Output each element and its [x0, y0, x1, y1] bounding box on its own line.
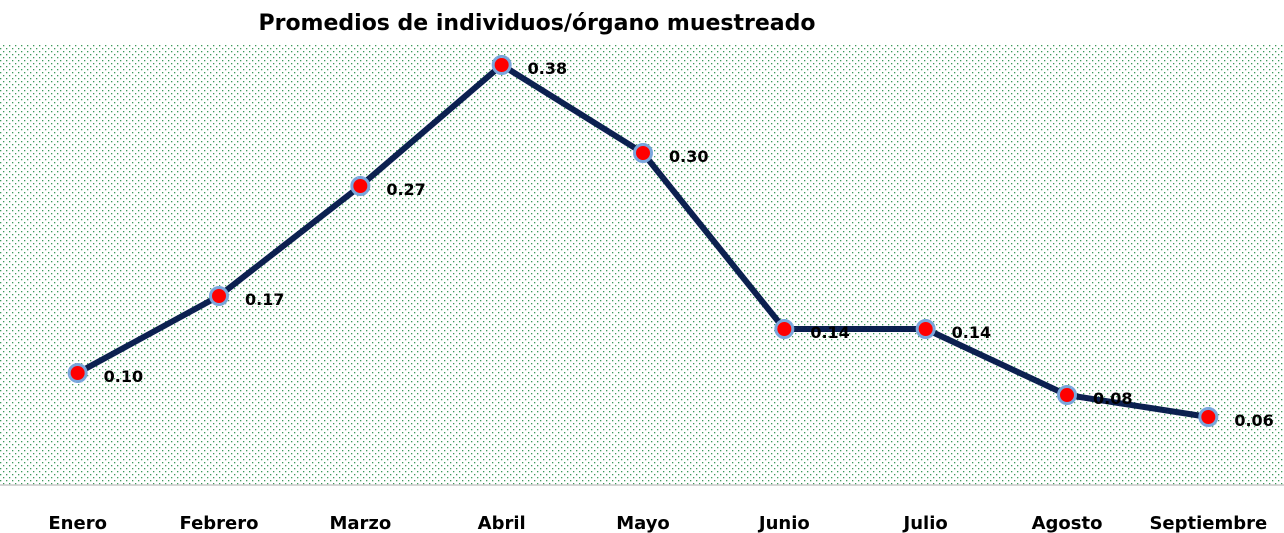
marker [1198, 407, 1219, 427]
data-label: 0.08 [1093, 389, 1132, 408]
x-tick-label: Mayo [616, 513, 670, 533]
data-label: 0.06 [1234, 411, 1273, 430]
marker [67, 363, 88, 383]
x-tick-label: Julio [902, 513, 948, 533]
marker [774, 319, 795, 339]
data-label: 0.30 [669, 147, 708, 166]
x-tick-label: Septiembre [1149, 513, 1267, 533]
plot-background [0, 45, 1284, 485]
data-label: 0.17 [245, 290, 284, 309]
x-tick-label: Febrero [180, 513, 259, 533]
chart-title: Promedios de individuos/órgano muestread… [258, 11, 815, 36]
marker [1057, 385, 1077, 405]
marker [633, 143, 653, 163]
marker [915, 319, 936, 339]
marker [491, 55, 512, 75]
x-tick-label: Junio [757, 513, 810, 533]
marker [209, 286, 229, 306]
x-tick-label: Abril [478, 513, 526, 533]
x-tick-label: Enero [48, 513, 107, 533]
x-tick-label: Marzo [329, 513, 391, 533]
x-tick-label: Agosto [1032, 513, 1103, 533]
data-label: 0.14 [810, 323, 849, 342]
marker [350, 176, 371, 196]
data-label: 0.14 [952, 323, 991, 342]
data-label: 0.27 [386, 180, 425, 199]
data-label: 0.38 [528, 59, 567, 78]
data-label: 0.10 [104, 367, 143, 386]
